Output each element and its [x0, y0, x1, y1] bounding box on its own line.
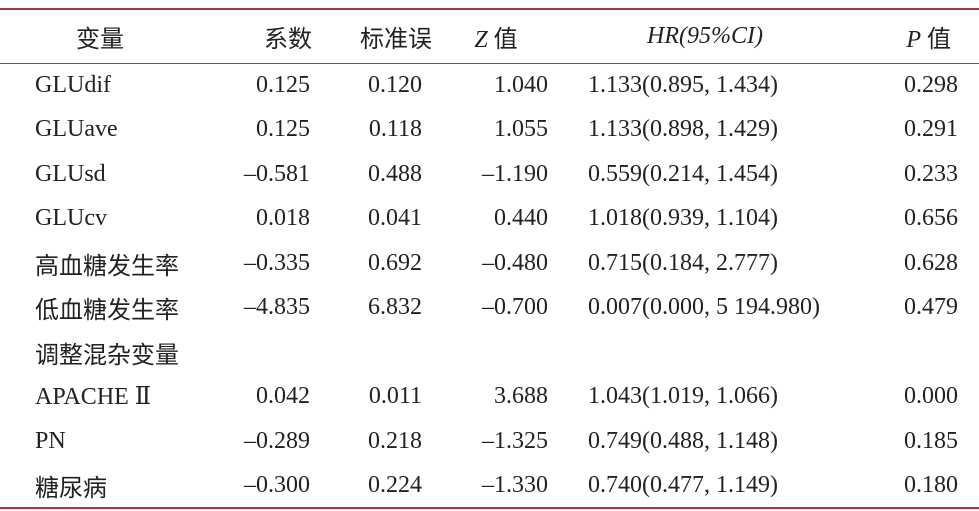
- cell: 0.041: [368, 205, 422, 232]
- cell: 1.055: [494, 116, 548, 143]
- cell: 0.007(0.000, 5 194.980): [588, 294, 820, 321]
- cell: 0.656: [904, 205, 958, 232]
- row-label: 低血糖发生率: [35, 298, 179, 325]
- header-text: HR(95%CI): [647, 22, 763, 49]
- cell: 0.291: [904, 116, 958, 143]
- cell: –4.835: [244, 294, 310, 321]
- header-row: 变量 系数 标准误 Z 值 HR(95%CI) P 值: [0, 9, 979, 63]
- cell: 6.832: [368, 294, 422, 321]
- row-label: 糖尿病: [35, 475, 107, 502]
- cell: –0.300: [244, 471, 310, 498]
- header-cell: HR(95%CI): [560, 9, 870, 63]
- empty-cell: [320, 330, 432, 375]
- table-body: GLUdif 0.125 0.120 1.040 1.133(0.895, 1.434)…: [0, 63, 979, 508]
- header-text: Z: [474, 26, 488, 53]
- table-row: 高血糖发生率 –0.335 0.692 –0.480 0.715(0.184, 2.77…: [0, 241, 979, 286]
- cell: 0.185: [904, 427, 958, 454]
- cell: 0.000: [904, 383, 958, 410]
- table-row: GLUdif 0.125 0.120 1.040 1.133(0.895, 1.434)…: [0, 63, 979, 108]
- cell: 0.559(0.214, 1.454): [588, 160, 778, 187]
- cell: 0.749(0.488, 1.148): [588, 427, 778, 454]
- cell: 0.488: [368, 160, 422, 187]
- cell: –0.700: [482, 294, 548, 321]
- table-row: GLUcv 0.018 0.041 0.440 1.018(0.939, 1.104) 0…: [0, 197, 979, 242]
- cell: 1.133(0.898, 1.429): [588, 116, 778, 143]
- row-label: 调整混杂变量: [35, 342, 179, 369]
- cell: 0.218: [368, 427, 422, 454]
- header-text: 系数: [264, 26, 312, 53]
- cell: 0.180: [904, 471, 958, 498]
- header-cell: 标准误: [320, 9, 432, 63]
- cell: 0.628: [904, 249, 958, 276]
- header-text: 变量: [76, 26, 124, 53]
- cell: 0.740(0.477, 1.149): [588, 471, 778, 498]
- table-header: 变量 系数 标准误 Z 值 HR(95%CI) P 值: [0, 9, 979, 63]
- regression-table: 变量 系数 标准误 Z 值 HR(95%CI) P 值 GLUdif 0.125 0.120 1…: [0, 8, 979, 509]
- table-row: GLUsd –0.581 0.488 –1.190 0.559(0.214, 1.454…: [0, 152, 979, 197]
- row-label: GLUcv: [35, 205, 107, 232]
- cell: –1.330: [482, 471, 548, 498]
- cell: 1.133(0.895, 1.434): [588, 72, 778, 98]
- table-row: 调整混杂变量: [0, 330, 979, 375]
- row-label: 高血糖发生率: [35, 253, 179, 280]
- empty-cell: [215, 330, 320, 375]
- cell: 0.118: [368, 116, 422, 143]
- cell: 3.688: [494, 383, 548, 410]
- empty-cell: [560, 330, 870, 375]
- row-label: PN: [35, 427, 66, 454]
- row-label: GLUave: [35, 116, 118, 143]
- cell: –0.480: [482, 249, 548, 276]
- header-text: 值: [921, 26, 951, 53]
- cell: 0.125: [256, 72, 310, 98]
- empty-cell: [870, 330, 979, 375]
- header-text: 标准误: [360, 26, 432, 53]
- cell: 0.042: [256, 383, 310, 410]
- cell: 0.120: [368, 72, 422, 98]
- cell: –1.190: [482, 160, 548, 187]
- cell: 0.018: [256, 205, 310, 232]
- table-row: GLUave 0.125 0.118 1.055 1.133(0.898, 1.429)…: [0, 108, 979, 153]
- table-row: PN –0.289 0.218 –1.325 0.749(0.488, 1.148) 0.…: [0, 419, 979, 464]
- cell: 0.692: [368, 249, 422, 276]
- header-text: 值: [487, 26, 518, 53]
- cell: 0.298: [904, 72, 958, 98]
- cell: 1.043(1.019, 1.066): [588, 383, 778, 410]
- cell: 1.040: [494, 72, 548, 98]
- row-label: GLUdif: [35, 72, 111, 98]
- header-text: P: [906, 26, 921, 53]
- header-cell: 变量: [0, 9, 215, 63]
- cell: 0.233: [904, 160, 958, 187]
- row-label: GLUsd: [35, 160, 106, 187]
- cell: 0.224: [368, 471, 422, 498]
- header-cell: 系数: [215, 9, 320, 63]
- header-cell: P 值: [870, 9, 979, 63]
- table-row: 糖尿病 –0.300 0.224 –1.330 0.740(0.477, 1.149) 0…: [0, 464, 979, 508]
- cell: 0.125: [256, 116, 310, 143]
- cell: 0.440: [494, 205, 548, 232]
- cell: 0.479: [904, 294, 958, 321]
- cell: 1.018(0.939, 1.104): [588, 205, 778, 232]
- cell: –1.325: [482, 427, 548, 454]
- empty-cell: [432, 330, 560, 375]
- cell: 0.715(0.184, 2.777): [588, 249, 778, 276]
- table-row: 低血糖发生率 –4.835 6.832 –0.700 0.007(0.000, 5 19…: [0, 286, 979, 331]
- cell: –0.581: [244, 160, 310, 187]
- row-label: APACHE Ⅱ: [35, 384, 152, 411]
- cell: –0.335: [244, 249, 310, 276]
- header-cell: Z 值: [432, 9, 560, 63]
- table-row: APACHE Ⅱ 0.042 0.011 3.688 1.043(1.019, 1.06…: [0, 375, 979, 420]
- cell: 0.011: [368, 383, 422, 410]
- cell: –0.289: [244, 427, 310, 454]
